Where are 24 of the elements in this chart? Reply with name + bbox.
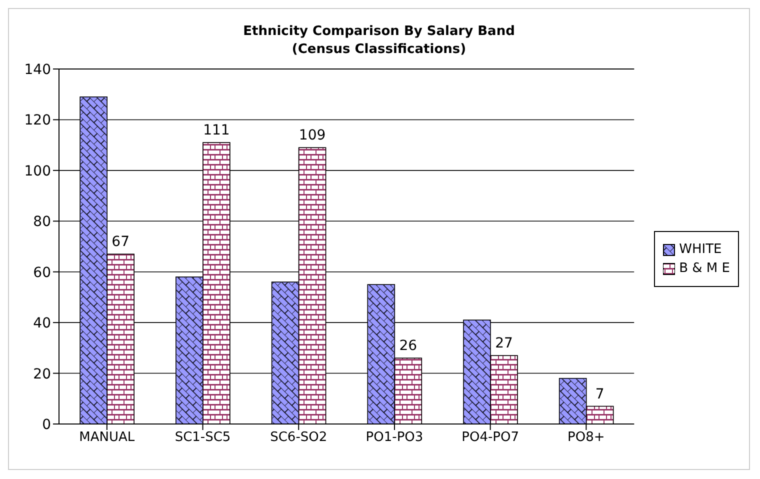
- x-tick-label: SC1-SC5: [174, 430, 231, 446]
- chart-title: Ethnicity Comparison By Salary Band: [242, 23, 516, 41]
- data-label: 26: [399, 338, 418, 354]
- y-tick-label: 40: [33, 316, 51, 332]
- y-tick-label: 120: [24, 112, 51, 129]
- x-tick-label: PO8+: [568, 430, 605, 446]
- x-tick-label: PO4-PO7: [462, 430, 520, 446]
- data-label: 67: [112, 234, 130, 250]
- x-tick-label: PO1-PO3: [366, 430, 424, 446]
- legend-label: B & M E: [679, 261, 730, 276]
- data-label: 111: [203, 122, 230, 139]
- y-tick-label: 100: [24, 163, 51, 180]
- x-tick-label: MANUAL: [79, 430, 136, 446]
- chart-subtitle: (Census Classifications): [290, 41, 468, 59]
- x-tick-label: SC6-SO2: [270, 430, 328, 446]
- y-tick-label: 140: [24, 62, 51, 78]
- data-label: 27: [495, 336, 513, 352]
- y-tick-label: 0: [42, 416, 51, 433]
- y-tick-label: 20: [33, 366, 51, 382]
- y-tick-label: 80: [33, 214, 51, 230]
- legend-label: WHITE: [679, 242, 722, 257]
- y-tick-label: 60: [33, 264, 51, 281]
- data-label: 7: [595, 386, 604, 402]
- data-label: 109: [298, 128, 326, 144]
